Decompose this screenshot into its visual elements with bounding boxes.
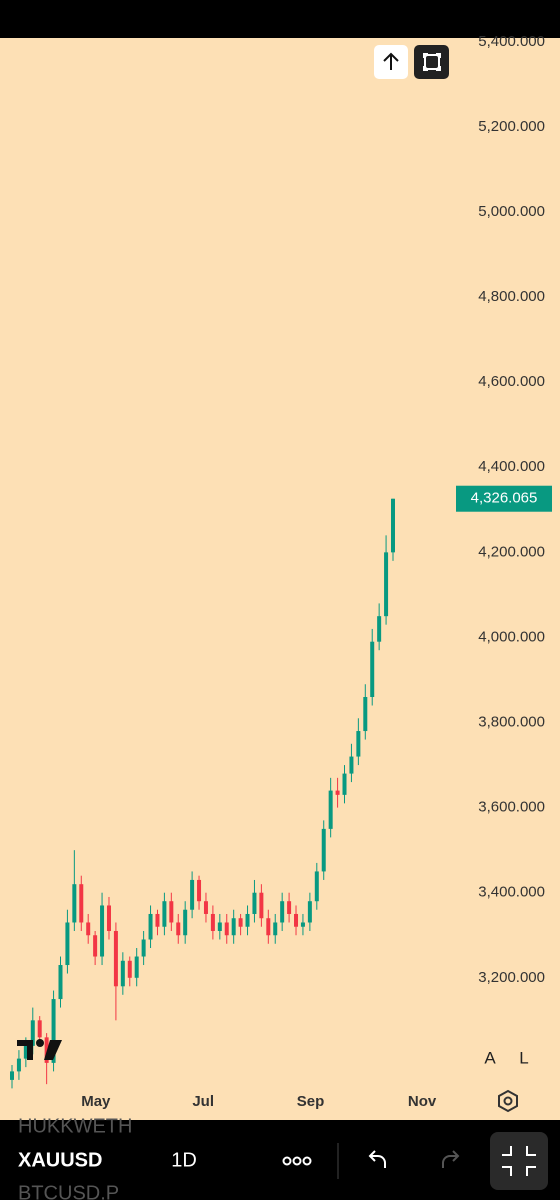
chart-background: [0, 38, 560, 1120]
candle-body: [287, 901, 292, 914]
candle-body: [169, 901, 174, 923]
log-scale-button[interactable]: L: [519, 1048, 528, 1067]
redo-button[interactable]: [442, 1150, 460, 1168]
candle-body: [44, 1037, 49, 1063]
y-tick-label: 5,200.000: [478, 118, 545, 135]
candle-body: [30, 1020, 35, 1046]
candle-body: [16, 1058, 21, 1072]
x-tick-label: Sep: [297, 1093, 325, 1110]
candle-body: [58, 965, 63, 1000]
candle-body: [252, 892, 257, 914]
candle-body: [127, 960, 132, 978]
candle-body: [162, 901, 167, 927]
candle-body: [314, 871, 319, 902]
symbol-button[interactable]: XAUUSD: [18, 1149, 102, 1171]
exit-fullscreen-button[interactable]: [490, 1132, 548, 1190]
candle-body: [176, 922, 181, 936]
candle-body: [224, 922, 229, 936]
scroll-to-latest-button[interactable]: [374, 45, 408, 79]
candle-body: [93, 935, 98, 957]
candle-body: [391, 498, 395, 553]
x-tick-label: May: [81, 1093, 111, 1110]
y-tick-label: 4,600.000: [478, 373, 545, 390]
toolbar: [0, 1120, 560, 1200]
candle-body: [72, 884, 77, 923]
y-tick-label: 4,800.000: [478, 288, 545, 305]
candle-body: [65, 922, 70, 966]
candle-body: [384, 552, 389, 617]
y-tick-label: 3,400.000: [478, 884, 545, 901]
candle-body: [100, 905, 105, 957]
candle-body: [307, 901, 312, 923]
candle-body: [377, 616, 382, 642]
candle-body: [259, 892, 264, 919]
y-tick-label: 4,200.000: [478, 543, 545, 560]
status-bar: [0, 0, 560, 38]
candle-body: [23, 1045, 28, 1059]
y-tick-label: 3,800.000: [478, 713, 545, 730]
candle-body: [335, 790, 340, 795]
candle-body: [141, 939, 146, 957]
candle-body: [273, 922, 278, 936]
candle-body: [217, 922, 222, 931]
y-tick-label: 3,200.000: [478, 969, 545, 986]
candle-body: [266, 918, 271, 936]
x-tick-label: Jul: [192, 1093, 214, 1110]
last-price-box: [456, 485, 552, 512]
candle-body: [79, 884, 84, 923]
watchlist-item-faded[interactable]: HUKKWETH: [18, 1115, 132, 1137]
candle-body: [238, 918, 243, 927]
settings-button[interactable]: [498, 1089, 518, 1113]
candle-body: [321, 828, 326, 872]
candle-body: [245, 913, 250, 927]
y-tick-label: 3,600.000: [478, 799, 545, 816]
candle-body: [210, 913, 215, 931]
watchlist-item-faded[interactable]: BTCUSD.P: [18, 1182, 119, 1200]
more-button[interactable]: [282, 1156, 312, 1166]
fullscreen-button[interactable]: [414, 45, 449, 79]
interval-button[interactable]: 1D: [171, 1149, 197, 1171]
undo-button[interactable]: [368, 1150, 386, 1168]
candle-body: [349, 756, 354, 774]
y-tick-label: 4,000.000: [478, 628, 545, 645]
candle-body: [51, 999, 56, 1063]
candle-body: [328, 790, 333, 829]
candle-body: [86, 922, 91, 936]
candle-body: [342, 773, 347, 795]
y-tick-label: 5,400.000: [478, 33, 545, 50]
last-price-label: 4,326.065: [471, 490, 538, 507]
candle-body: [203, 901, 208, 914]
candle-body: [183, 909, 188, 936]
y-tick-label: 5,000.000: [478, 203, 545, 220]
candle-body: [370, 641, 375, 698]
candle-body: [190, 879, 195, 910]
chart: 3,200.000 3,400.000 3,600.000 3,800.000 4,00…: [10, 33, 552, 1110]
candle-body: [155, 913, 160, 927]
candle-body: [37, 1020, 42, 1038]
candle-body: [120, 960, 125, 987]
candle-body: [148, 913, 153, 940]
auto-scale-button[interactable]: A: [484, 1048, 496, 1067]
x-tick-label: Nov: [408, 1093, 437, 1110]
candle-body: [197, 879, 202, 902]
tradingview-logo: [17, 1039, 62, 1060]
candle-body: [106, 905, 111, 931]
y-tick-label: 4,400.000: [478, 458, 545, 475]
candle-body: [113, 930, 118, 987]
candle-body: [231, 918, 236, 936]
candle-body: [134, 956, 139, 978]
candle-body: [280, 901, 285, 923]
candle-body: [10, 1071, 14, 1080]
candle-body: [363, 697, 368, 732]
candle-body: [356, 731, 361, 757]
candle-body: [294, 913, 299, 927]
candle-body: [300, 922, 305, 927]
